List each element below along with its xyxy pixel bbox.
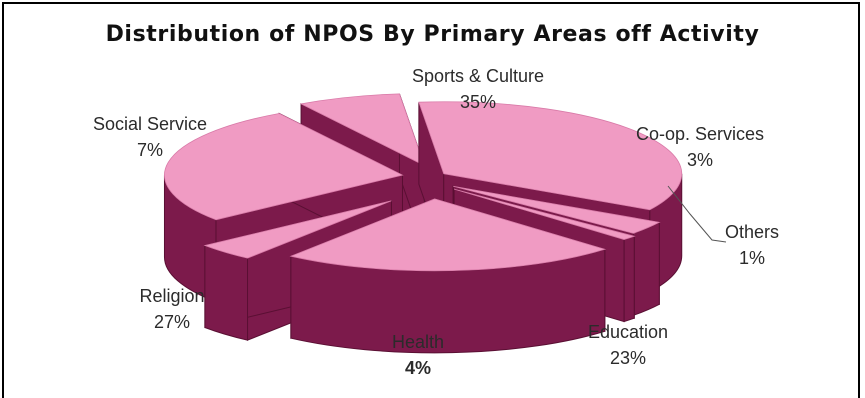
- value-religion: 27%: [154, 312, 190, 332]
- slice-top-co-op-services: [453, 185, 661, 234]
- label-social-service: Social Service: [93, 114, 207, 134]
- value-social-service: 7%: [137, 140, 163, 160]
- slice-top-others: [453, 188, 636, 240]
- value-co-op-services: 3%: [687, 150, 713, 170]
- slice-side-others: [623, 235, 635, 323]
- pie-labels: Sports & Culture 35% Co-op. Services 3% Othe…: [93, 66, 779, 378]
- value-education: 23%: [610, 348, 646, 368]
- label-co-op-services: Co-op. Services: [636, 124, 764, 144]
- slice-top-social-service: [299, 93, 426, 167]
- leader-line-others: [667, 185, 727, 243]
- value-others: 1%: [739, 248, 765, 268]
- value-sports-culture: 35%: [460, 92, 496, 112]
- slice-top-religion: [164, 113, 404, 221]
- pie-slices: [163, 93, 683, 354]
- label-sports-culture: Sports & Culture: [412, 66, 544, 86]
- slice-side-health: [204, 244, 249, 341]
- chart-title: Distribution of NPOS By Primary Areas of…: [105, 22, 760, 47]
- label-education: Education: [588, 322, 668, 342]
- slice-top-sports-culture: [418, 101, 683, 211]
- value-health: 4%: [405, 358, 431, 378]
- slice-side-co-op-services: [632, 221, 660, 317]
- slice-top-health: [203, 200, 392, 259]
- slice-education: [289, 198, 607, 354]
- label-health: Health: [392, 332, 444, 352]
- slice-top-education: [289, 198, 607, 272]
- label-religion: Religion: [139, 286, 204, 306]
- label-others: Others: [725, 222, 779, 242]
